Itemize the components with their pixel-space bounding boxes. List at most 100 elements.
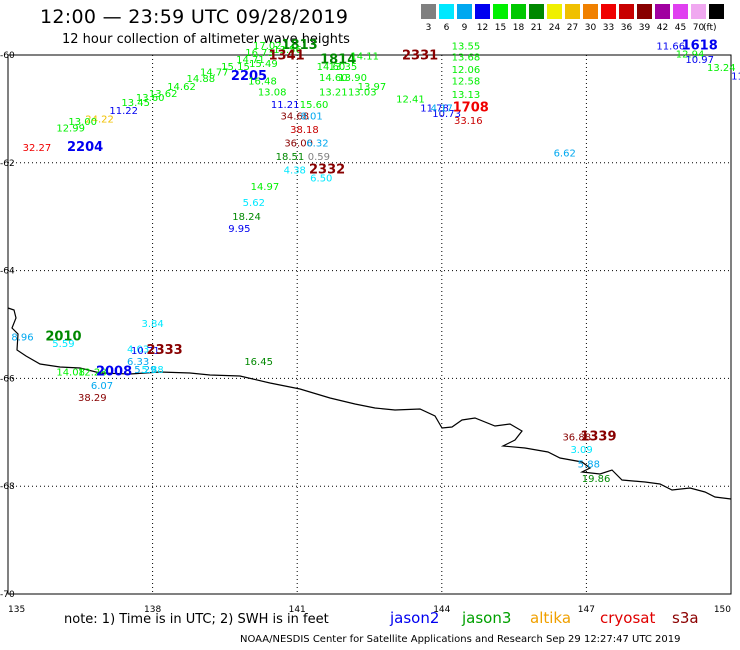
wave-height-label: 16.73 bbox=[245, 48, 274, 59]
wave-height-label: 11.22 bbox=[109, 106, 138, 117]
wave-height-label: 13.90 bbox=[338, 73, 367, 84]
wave-height-label: 14.60 bbox=[319, 73, 348, 84]
wave-height-label: 10.97 bbox=[685, 55, 714, 66]
wave-height-label: 13.55 bbox=[452, 42, 481, 53]
lon-tick-label: 147 bbox=[578, 605, 595, 615]
satellite-s3a: s3a bbox=[672, 609, 699, 627]
wave-height-label: 6.07 bbox=[91, 381, 113, 392]
wave-height-label: 14.77 bbox=[200, 67, 229, 78]
wave-height-label: 13.45 bbox=[121, 98, 150, 109]
wave-height-label: 14.62 bbox=[167, 82, 196, 93]
legend-label: 27 bbox=[566, 23, 579, 33]
legend-label: 18 bbox=[512, 23, 525, 33]
legend-swatch bbox=[547, 4, 562, 19]
legend-swatch bbox=[565, 4, 580, 19]
legend-label: 6 bbox=[443, 23, 450, 33]
footnote: note: 1) Time is in UTC; 2) SWH is in fe… bbox=[64, 612, 329, 627]
wave-height-label: 4.03 bbox=[127, 345, 149, 356]
wave-height-label: 13.62 bbox=[149, 89, 178, 100]
wave-height-label: 14.60 bbox=[317, 62, 346, 73]
legend-label: 30 bbox=[584, 23, 597, 33]
wave-height-label: 13.00 bbox=[68, 117, 97, 128]
wave-height-label: 12.06 bbox=[452, 65, 481, 76]
pass-time-label: 2331 bbox=[402, 48, 438, 63]
lat-tick-label: -62 bbox=[0, 159, 15, 169]
legend-swatch bbox=[493, 4, 508, 19]
wave-height-label: 38.29 bbox=[78, 393, 107, 404]
wave-height-label: 5.59 bbox=[52, 339, 74, 350]
wave-height-label: 10.73 bbox=[432, 109, 461, 120]
coastline bbox=[7, 307, 732, 500]
wave-height-label: 15.49 bbox=[249, 59, 278, 70]
legend-label: 21 bbox=[530, 23, 543, 33]
wave-height-label: 13.13 bbox=[452, 90, 481, 101]
wave-height-label: 36.88 bbox=[562, 432, 591, 443]
lat-tick-label: -66 bbox=[0, 374, 15, 384]
wave-height-label: 16.45 bbox=[244, 357, 273, 368]
pass-time-label: 1618 bbox=[682, 39, 718, 54]
wave-height-label: 0.59 bbox=[308, 152, 330, 163]
wave-height-label: 18.51 bbox=[276, 152, 305, 163]
legend-label: 70 bbox=[692, 23, 705, 33]
wave-height-label: 12.99 bbox=[56, 124, 85, 135]
wave-height-label: 17.02 bbox=[253, 41, 282, 52]
legend-swatch bbox=[511, 4, 526, 19]
legend-swatch bbox=[655, 4, 670, 19]
lat-tick-label: -68 bbox=[0, 482, 15, 492]
legend-unit: (ft) bbox=[703, 23, 717, 33]
wave-height-label: 14.71 bbox=[236, 55, 265, 66]
satellite-cryosat: cryosat bbox=[600, 609, 656, 627]
legend-swatch bbox=[619, 4, 634, 19]
wave-height-label: 13.68 bbox=[452, 52, 481, 63]
wave-height-label: 4.17 bbox=[431, 104, 453, 115]
pass-time-label: 1339 bbox=[580, 429, 616, 444]
page-title: 12:00 — 23:59 UTC 09/28/2019 bbox=[40, 6, 349, 28]
legend-swatch bbox=[601, 4, 616, 19]
pass-time-label: 2332 bbox=[309, 163, 345, 178]
wave-height-label: 32.27 bbox=[23, 143, 52, 154]
wave-height-label: 13.03 bbox=[348, 87, 377, 98]
legend-label: 12 bbox=[476, 23, 489, 33]
wave-height-label: 5.88 bbox=[578, 459, 600, 470]
wave-height-label: 38.18 bbox=[290, 125, 319, 136]
legend-swatch bbox=[439, 4, 454, 19]
legend-label: 36 bbox=[620, 23, 633, 33]
wave-height-label: 15.15 bbox=[221, 62, 250, 73]
legend-label: 45 bbox=[674, 23, 687, 33]
wave-height-label: 18.24 bbox=[232, 212, 261, 223]
lat-tick-label: -60 bbox=[0, 51, 15, 61]
pass-time-label: 2205 bbox=[231, 69, 267, 84]
satellite-altika: altika bbox=[530, 609, 572, 627]
lon-tick-label: 135 bbox=[8, 605, 25, 615]
wave-height-label: 6.33 bbox=[127, 357, 149, 368]
wave-height-label: 13.97 bbox=[358, 82, 387, 93]
lat-tick-label: -64 bbox=[0, 267, 15, 277]
wave-height-label: 12.58 bbox=[452, 77, 481, 88]
wave-height-label: 8.96 bbox=[11, 333, 33, 344]
wave-height-label: 6.62 bbox=[554, 148, 576, 159]
wave-height-label: 9.95 bbox=[228, 224, 250, 235]
pass-time-label: 1814 bbox=[320, 53, 356, 68]
pass-time-label: 2008 bbox=[96, 365, 132, 380]
legend-swatch bbox=[691, 4, 706, 19]
wave-height-label: 24.22 bbox=[85, 114, 114, 125]
legend-swatch bbox=[673, 4, 688, 19]
lon-tick-label: 138 bbox=[144, 605, 161, 615]
wave-height-label: 12.41 bbox=[396, 94, 425, 105]
wave-height-label: 4.38 bbox=[284, 166, 306, 177]
wave-height-label: 14.97 bbox=[251, 182, 280, 193]
wave-height-label: 3.09 bbox=[570, 445, 592, 456]
legend-label: 9 bbox=[461, 23, 468, 33]
legend-swatch bbox=[709, 4, 724, 19]
map-frame bbox=[7, 54, 732, 595]
pass-time-label: 2204 bbox=[67, 140, 103, 155]
wave-height-label: 15.60 bbox=[300, 100, 329, 111]
legend-label: 42 bbox=[656, 23, 669, 33]
legend-label: 33 bbox=[602, 23, 615, 33]
wave-height-label: 13.35 bbox=[329, 62, 358, 73]
wave-height-label: 14.88 bbox=[186, 74, 215, 85]
wave-height-label: 11.66 bbox=[656, 42, 685, 53]
legend-swatch bbox=[583, 4, 598, 19]
legend-swatch bbox=[475, 4, 490, 19]
